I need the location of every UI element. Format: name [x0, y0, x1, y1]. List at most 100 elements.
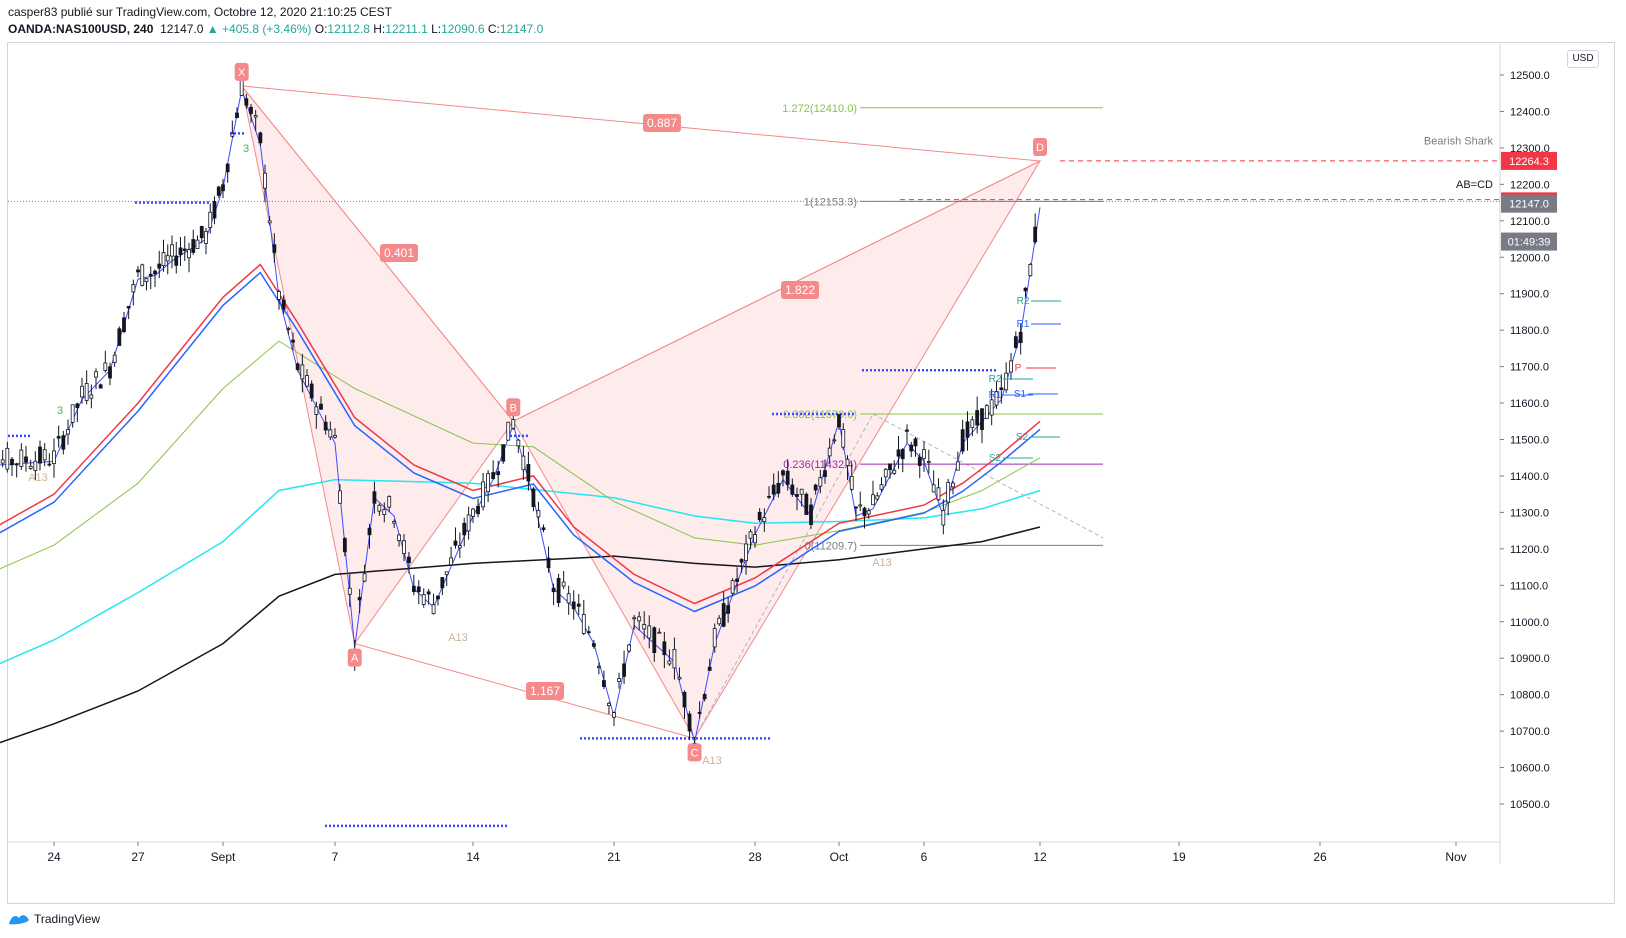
candle-body: [377, 504, 382, 512]
candle-body: [1028, 264, 1033, 277]
candle-body: [357, 596, 362, 601]
price-tag-label: 12264.3: [1509, 156, 1549, 168]
candle-body: [75, 403, 80, 408]
y-tick-label: 10800.0: [1510, 690, 1550, 702]
candle-body: [170, 244, 174, 257]
candle-body: [576, 603, 581, 607]
pattern-xb-line: [241, 85, 514, 422]
symbol-name[interactable]: OANDA:NAS100USD, 240: [8, 22, 154, 36]
x-tick-label: 26: [1313, 850, 1327, 864]
candle-body: [721, 603, 726, 627]
candle-body: [19, 449, 24, 467]
candle-body: [28, 465, 33, 469]
y-tick-label: 11400.0: [1510, 471, 1549, 483]
candle-body: [909, 444, 914, 452]
candle-body: [926, 461, 931, 463]
candle-body: [627, 644, 632, 652]
fib-level-label: 0(11209.7): [805, 540, 857, 552]
candle-body: [795, 494, 799, 497]
y-tick-label: 11000.0: [1510, 617, 1549, 629]
pattern-xd-line: [241, 85, 1041, 162]
symbol-ohlc-bar: OANDA:NAS100USD, 240 12147.0 ▲ +405.8 (+…: [8, 22, 543, 36]
candle-body: [204, 230, 208, 244]
candle-body: [823, 470, 827, 477]
candle-body: [832, 439, 837, 442]
candle-body: [541, 527, 546, 531]
candle-body: [277, 291, 281, 300]
pattern-ac-line: [354, 643, 695, 739]
candle-body: [879, 484, 884, 490]
tradingview-brand[interactable]: TradingView: [34, 912, 101, 926]
pattern-point-badge: [234, 62, 249, 81]
candle-body: [999, 387, 1004, 391]
y-tick-label: 12000.0: [1510, 252, 1550, 264]
y-tick-label: 11800.0: [1510, 325, 1549, 337]
candle-body: [647, 625, 652, 639]
candle-body: [144, 278, 149, 283]
signal-marker: A13: [28, 472, 48, 484]
candle-body: [799, 488, 804, 495]
candle-body: [970, 419, 975, 429]
candle-body: [42, 449, 47, 461]
open-label: O:: [314, 22, 328, 36]
candle-body: [546, 557, 551, 569]
candle-body: [122, 317, 126, 332]
candle-body: [440, 577, 445, 589]
price-tag: [1501, 232, 1557, 251]
candle-body: [827, 447, 832, 457]
open-value: 12112.8: [327, 22, 370, 36]
candle-body: [771, 484, 776, 495]
candle-body: [785, 470, 790, 485]
candle-body: [66, 429, 70, 435]
candle-body: [501, 444, 506, 462]
candle-body: [212, 201, 217, 219]
pivot-label: R2: [1017, 296, 1030, 307]
close-label: C:: [487, 22, 500, 36]
candle-body: [47, 463, 52, 466]
publish-info: casper83 publié sur TradingView.com, Oct…: [8, 5, 393, 19]
candle-body: [1004, 372, 1009, 391]
candle-body: [462, 522, 467, 536]
y-tick-label: 11900.0: [1510, 289, 1549, 301]
pattern-xab-triangle: [241, 85, 514, 645]
candle-body: [922, 449, 926, 459]
ma-black-line: [0, 526, 1041, 744]
candle-body: [617, 678, 621, 682]
candle-body: [667, 660, 672, 665]
candle-body: [866, 510, 871, 515]
pivot-label: S1: [1014, 389, 1027, 400]
low-value: 12090.6: [441, 22, 485, 36]
pattern-point-label: D: [1036, 142, 1044, 154]
candle-body: [286, 328, 291, 330]
candle-body: [195, 239, 200, 249]
y-tick-label: 10500.0: [1510, 799, 1550, 811]
pattern-point-label: B: [510, 402, 517, 414]
candle-body: [476, 505, 480, 515]
candle-body: [841, 429, 846, 448]
fib-level-label: 1.272(12410.0): [782, 103, 857, 115]
candle-body: [602, 680, 606, 687]
candle-body: [108, 366, 112, 379]
candle-body: [960, 429, 965, 452]
chart-frame: [7, 42, 1615, 904]
candle-body: [230, 133, 235, 137]
pattern-point-badge: [687, 743, 702, 762]
candle-body: [980, 408, 984, 430]
currency-label[interactable]: USD: [1567, 50, 1599, 68]
pivot-label: S2: [989, 453, 1002, 464]
y-tick-label: 10700.0: [1510, 726, 1550, 738]
candle-body: [900, 449, 905, 460]
candle-body: [382, 509, 387, 515]
signal-marker: A13: [448, 632, 468, 644]
candle-body: [367, 527, 372, 536]
candle-body: [862, 507, 867, 517]
candle-body: [931, 484, 936, 493]
candle-body: [182, 248, 187, 251]
candle-body: [556, 577, 561, 603]
candle-body: [305, 375, 309, 387]
candle-body: [790, 484, 795, 495]
candle-body: [804, 493, 809, 515]
pattern-name-label: Bearish Shark: [1424, 135, 1494, 147]
candle-body: [225, 163, 230, 173]
